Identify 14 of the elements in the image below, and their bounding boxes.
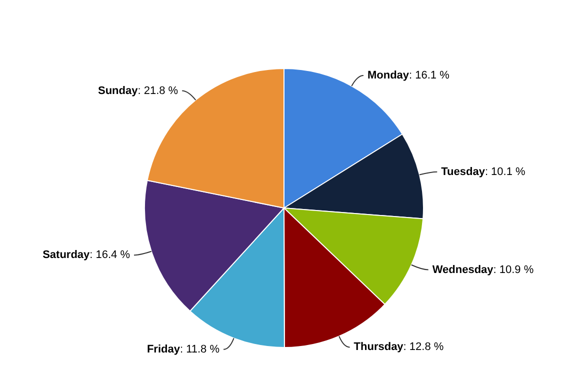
slice-label: Wednesday xyxy=(432,264,494,276)
data-label: : 11.8 % xyxy=(180,343,220,356)
data-label: : 12.8 % xyxy=(403,341,444,354)
data-label: : 16.1 % xyxy=(409,70,450,82)
data-label: : 21.8 % xyxy=(138,84,178,97)
slice-label: Thursday xyxy=(354,341,404,354)
slice-label: Saturday xyxy=(42,249,91,262)
data-label: : 10.1 % xyxy=(484,166,526,178)
data-label: : 16.4 % xyxy=(90,249,130,262)
data-label: : 10.9 % xyxy=(493,264,534,276)
slice-label: Friday xyxy=(146,343,181,356)
slice-label: Sunday xyxy=(98,84,139,97)
slice-label: Tuesday xyxy=(441,166,486,178)
slice-label: Monday xyxy=(367,70,410,82)
